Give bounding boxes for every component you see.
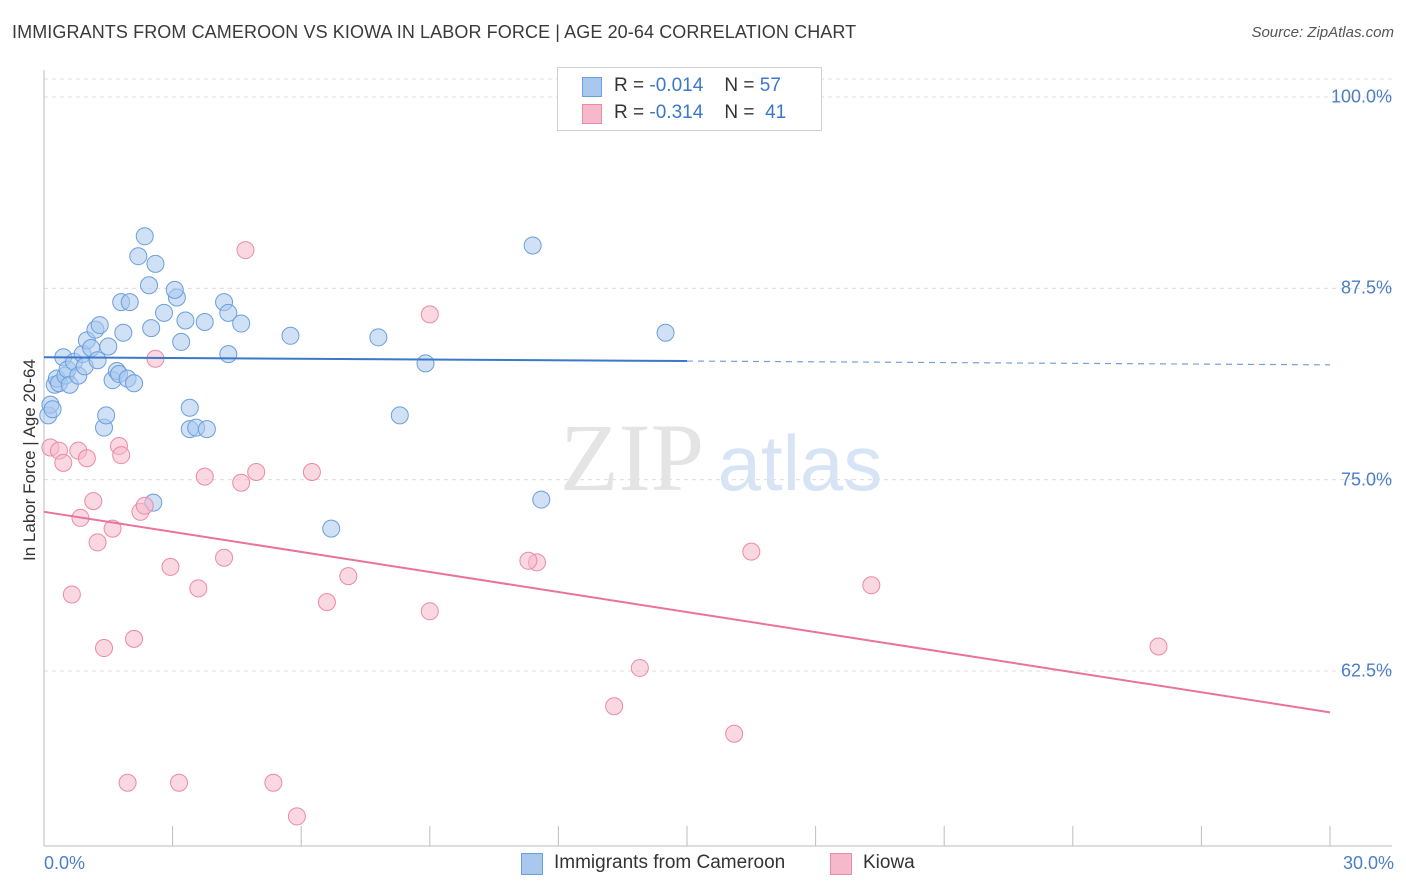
point-cameroon: [369, 328, 388, 347]
point-cameroon: [195, 313, 214, 332]
correlation-legend: R = -0.014 N = 57 R = -0.314 N = 41: [557, 67, 822, 131]
point-cameroon: [532, 490, 551, 509]
point-cameroon: [140, 276, 159, 295]
point-cameroon: [416, 354, 435, 373]
point-kiowa: [170, 773, 189, 792]
legend-label-cameroon: Immigrants from Cameroon: [554, 852, 786, 873]
point-cameroon: [146, 254, 165, 273]
point-cameroon: [43, 400, 62, 419]
point-cameroon: [390, 406, 409, 425]
point-kiowa: [302, 463, 321, 482]
point-cameroon: [99, 337, 118, 356]
point-kiowa: [420, 305, 439, 324]
point-kiowa: [862, 576, 881, 595]
point-kiowa: [236, 241, 255, 260]
point-cameroon: [97, 406, 116, 425]
point-cameroon: [176, 311, 195, 330]
point-kiowa: [189, 579, 208, 598]
point-kiowa: [195, 467, 214, 486]
point-kiowa: [339, 567, 358, 586]
point-cameroon: [88, 351, 107, 370]
point-kiowa: [232, 473, 251, 492]
point-cameroon: [523, 236, 542, 255]
point-cameroon: [281, 326, 300, 345]
r-value: -0.014: [649, 75, 704, 96]
legend-swatch-kiowa: [582, 104, 602, 124]
point-kiowa: [54, 453, 73, 472]
point-kiowa: [742, 542, 761, 561]
point-cameroon: [219, 345, 238, 364]
y-tick-label: 75.0%: [1340, 469, 1392, 490]
point-kiowa: [103, 519, 122, 538]
point-cameroon: [172, 332, 191, 351]
legend-label-kiowa: Kiowa: [863, 852, 915, 873]
point-kiowa: [125, 629, 144, 648]
point-kiowa: [84, 492, 103, 511]
point-kiowa: [112, 446, 131, 465]
trendline-kiowa: [43, 510, 1331, 714]
point-cameroon: [180, 398, 199, 417]
y-axis-label: In Labor Force | Age 20-64: [20, 359, 39, 561]
n-label: N =: [724, 75, 755, 96]
point-cameroon: [125, 374, 144, 393]
point-kiowa: [264, 773, 283, 792]
point-cameroon: [232, 314, 251, 333]
point-cameroon: [129, 247, 148, 266]
watermark-atlas: atlas: [718, 419, 883, 507]
n-value: 41: [765, 102, 787, 123]
point-kiowa: [605, 697, 624, 716]
x-tick-label-min: 0.0%: [44, 853, 86, 873]
point-kiowa: [287, 807, 306, 826]
point-kiowa: [630, 658, 649, 677]
trendline-cameroon-projection: [686, 360, 1331, 366]
point-kiowa: [77, 449, 96, 468]
r-value: -0.314: [649, 102, 704, 123]
point-kiowa: [62, 585, 81, 604]
chart-title: IMMIGRANTS FROM CAMEROON VS KIOWA IN LAB…: [12, 22, 857, 42]
point-cameroon: [219, 303, 238, 322]
point-cameroon: [142, 319, 161, 338]
point-cameroon: [656, 323, 675, 342]
point-kiowa: [519, 551, 538, 570]
y-tick-label: 87.5%: [1340, 277, 1392, 298]
point-kiowa: [247, 463, 266, 482]
legend-swatch-cameroon: [582, 77, 602, 97]
point-kiowa: [215, 548, 234, 567]
point-kiowa: [161, 557, 180, 576]
legend-swatch-kiowa: [830, 853, 852, 875]
point-kiowa: [725, 724, 744, 743]
point-cameroon: [197, 420, 216, 439]
trendline-cameroon: [43, 356, 688, 363]
watermark-zip: ZIP: [560, 404, 704, 511]
y-tick-label: 100.0%: [1330, 86, 1392, 107]
point-cameroon: [135, 227, 154, 246]
chart-source: Source: ZipAtlas.com: [1251, 24, 1394, 41]
n-label: N =: [724, 102, 755, 123]
point-kiowa: [420, 602, 439, 621]
point-kiowa: [317, 593, 336, 612]
point-kiowa: [135, 496, 154, 515]
point-kiowa: [118, 773, 137, 792]
x-tick-label-max: 30.0%: [1342, 853, 1394, 873]
point-kiowa: [1149, 637, 1168, 656]
y-tick-label: 62.5%: [1340, 660, 1392, 681]
legend-swatch-cameroon: [521, 853, 543, 875]
point-cameroon: [114, 323, 133, 342]
point-kiowa: [95, 639, 114, 658]
n-value: 57: [759, 75, 781, 96]
point-cameroon: [120, 293, 139, 312]
point-cameroon: [165, 280, 184, 299]
point-cameroon: [90, 316, 109, 335]
r-label: R =: [614, 102, 645, 123]
point-cameroon: [155, 303, 174, 322]
point-cameroon: [322, 519, 341, 538]
r-label: R =: [614, 75, 645, 96]
point-kiowa: [88, 533, 107, 552]
